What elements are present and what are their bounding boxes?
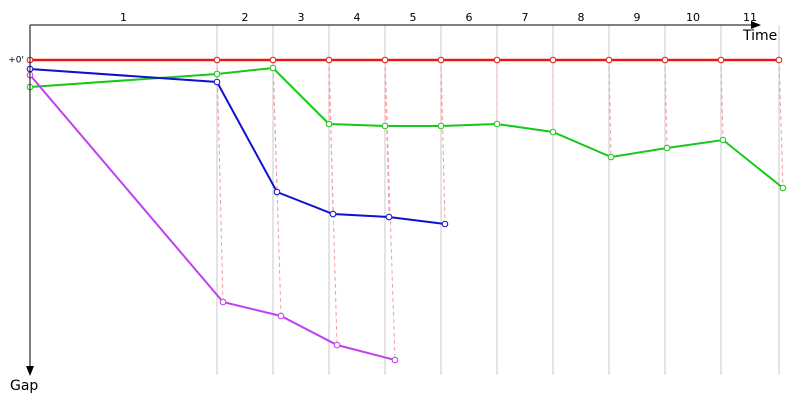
point: [381, 56, 389, 64]
gap-connector: [384, 59, 390, 218]
lap-label: 10: [686, 11, 700, 24]
lap-label: 4: [354, 11, 361, 24]
point: [661, 56, 669, 64]
gap-connector: [608, 59, 612, 158]
point: [277, 312, 285, 320]
point: [213, 70, 221, 78]
x-axis-title: Time: [742, 28, 777, 44]
point: [775, 56, 783, 64]
gap-connector: [720, 59, 724, 141]
point: [605, 56, 613, 64]
gap-connector: [384, 59, 396, 361]
point: [213, 56, 221, 64]
lap-label: 8: [578, 11, 585, 24]
point: [333, 341, 341, 349]
point: [493, 120, 501, 128]
point: [437, 122, 445, 130]
point: [549, 56, 557, 64]
gap-connector: [778, 59, 784, 189]
series-line: [29, 74, 396, 361]
point: [717, 56, 725, 64]
point: [213, 78, 221, 86]
point: [273, 188, 281, 196]
point: [329, 210, 337, 218]
point: [779, 184, 787, 192]
point: [437, 56, 445, 64]
point: [719, 136, 727, 144]
point: [441, 220, 449, 228]
point: [385, 213, 393, 221]
point: [663, 144, 671, 152]
lap-label: 11: [743, 11, 757, 24]
series-line: [29, 68, 446, 225]
point: [381, 122, 389, 130]
lap-label: 7: [522, 11, 529, 24]
gap-connector: [664, 59, 668, 149]
gap-connector: [272, 59, 282, 317]
lap-label: 6: [466, 11, 473, 24]
y-tick-label: +0': [8, 56, 24, 66]
gap-connector: [440, 59, 446, 225]
y-axis-title: Gap: [10, 378, 38, 394]
point: [325, 56, 333, 64]
lap-label: 9: [634, 11, 641, 24]
series-line: [29, 66, 784, 189]
lap-label: 3: [298, 11, 305, 24]
gap-connector: [328, 59, 338, 346]
point: [549, 128, 557, 136]
point: [219, 298, 227, 306]
point: [493, 56, 501, 64]
lap-label: 2: [242, 11, 249, 24]
point: [269, 56, 277, 64]
lap-label: 5: [410, 11, 417, 24]
point: [269, 64, 277, 72]
gap-connector: [216, 59, 224, 303]
point: [607, 153, 615, 161]
point: [391, 356, 399, 364]
point: [325, 120, 333, 128]
lap-label: 1: [120, 11, 127, 24]
